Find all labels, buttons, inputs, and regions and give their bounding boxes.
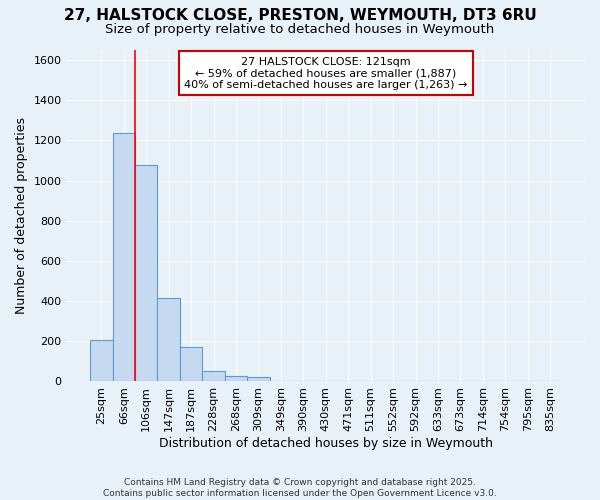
Bar <box>180 348 202 382</box>
X-axis label: Distribution of detached houses by size in Weymouth: Distribution of detached houses by size … <box>159 437 493 450</box>
Text: Contains HM Land Registry data © Crown copyright and database right 2025.
Contai: Contains HM Land Registry data © Crown c… <box>103 478 497 498</box>
Bar <box>135 164 157 382</box>
Y-axis label: Number of detached properties: Number of detached properties <box>15 117 28 314</box>
Bar <box>113 134 135 382</box>
Text: 27 HALSTOCK CLOSE: 121sqm
← 59% of detached houses are smaller (1,887)
40% of se: 27 HALSTOCK CLOSE: 121sqm ← 59% of detac… <box>184 56 467 90</box>
Text: 27, HALSTOCK CLOSE, PRESTON, WEYMOUTH, DT3 6RU: 27, HALSTOCK CLOSE, PRESTON, WEYMOUTH, D… <box>64 8 536 22</box>
Bar <box>225 376 247 382</box>
Text: Size of property relative to detached houses in Weymouth: Size of property relative to detached ho… <box>106 22 494 36</box>
Bar <box>247 378 269 382</box>
Bar <box>202 372 225 382</box>
Bar <box>157 298 180 382</box>
Bar <box>90 340 113 382</box>
